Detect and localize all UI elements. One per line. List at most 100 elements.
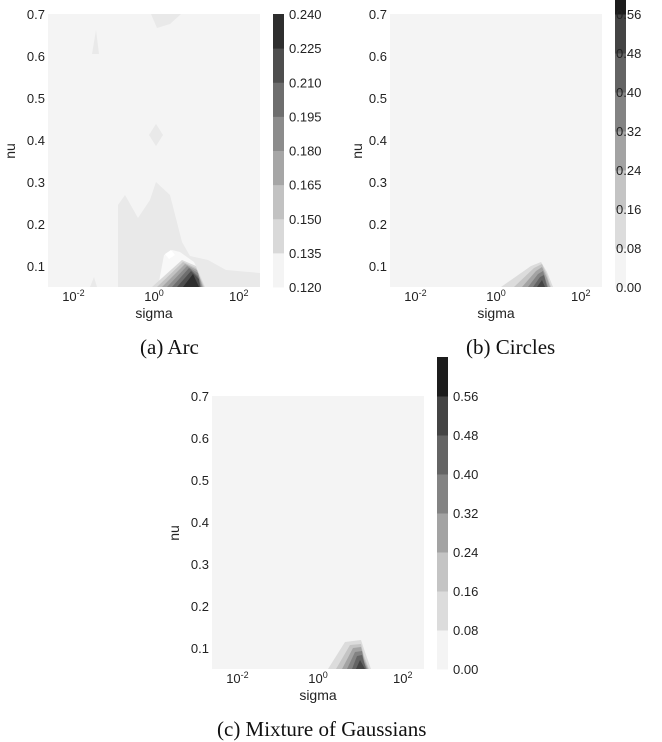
contour-region-faint [92,30,99,54]
y-tick-label: 0.7 [369,7,387,22]
colorbar-band [273,252,284,288]
x-tick-exponent: 2 [586,288,591,298]
x-axis-ticks: 10-2 100 102 [226,670,412,686]
colorbar-band [273,82,284,117]
x-tick-exponent: 0 [159,288,164,298]
colorbar-tick-label: 0.40 [453,467,478,482]
y-tick-label: 0.4 [27,133,45,148]
y-tick-label: 0.1 [191,641,209,656]
colorbar-band [273,116,284,151]
x-tick-label: 102 [393,670,412,686]
x-tick-label: 10-2 [62,288,84,304]
x-tick-label: 100 [486,288,505,304]
caption-circles: (b) Circles [466,335,556,359]
colorbar-band [437,396,448,436]
colorbar-band [273,184,284,220]
colorbar-tick-label: 0.120 [289,280,322,295]
y-axis-ticks: 0.1 0.2 0.3 0.4 0.5 0.6 0.7 [27,7,45,274]
x-axis-label: sigma [135,305,173,321]
colorbar-band [437,474,448,514]
chart-panel-mixture-of-gaussians: 0.1 0.2 0.3 0.4 0.5 0.6 0.7 10-2 100 102 sigma n… [164,357,495,712]
colorbar-tick-label: 0.225 [289,41,322,56]
colorbar-tick-label: 0.210 [289,75,322,90]
y-axis-label: nu [166,525,182,541]
colorbar-tick-label: 0.240 [289,7,322,22]
x-tick-base: 10 [144,289,158,304]
y-tick-label: 0.5 [27,91,45,106]
colorbar-band [437,435,448,475]
colorbar-band [437,357,448,397]
y-axis-ticks: 0.1 0.2 0.3 0.4 0.5 0.6 0.7 [369,7,387,274]
x-tick-label: 102 [571,288,590,304]
colorbar-tick-label: 0.08 [616,241,641,256]
contour-region-faint [149,124,163,146]
y-axis-label: nu [349,143,365,159]
chart-svg-mixture-of-gaussians: 0.10.20.30.40.50.60.7 10-2 100 102 sigma n… [166,357,478,703]
contour-region-faint [118,182,260,287]
x-tick-label: 10-2 [226,670,248,686]
x-tick-exponent: 0 [323,670,328,680]
colorbar-tick-label: 0.32 [453,506,478,521]
colorbar-tick-label: 0.32 [616,124,641,139]
colorbar-band [273,14,284,49]
chart-svg-arc: 0.10.20.30.40.50.60.7 10-2 100 102 sigma n… [2,7,322,321]
colorbar-band [615,53,626,93]
contour-shapes [501,262,553,287]
x-tick-exponent: -2 [419,288,427,298]
y-tick-label: 0.2 [191,599,209,614]
x-tick-exponent: 2 [408,670,413,680]
colorbar-tick-label: 0.00 [616,280,641,295]
colorbar-band [615,0,626,15]
x-tick-base: 10 [229,289,243,304]
y-tick-label: 0.5 [191,473,209,488]
contour-shapes [328,640,371,669]
contour-region-light [165,250,175,259]
y-tick-label: 0.6 [369,49,387,64]
x-tick-base: 10 [226,671,240,686]
x-tick-label: 102 [229,288,248,304]
colorbar-tick-label: 0.150 [289,212,322,227]
caption-arc: (a) Arc [140,335,199,359]
colorbar-band [615,92,626,132]
x-axis-ticks: 10-2 100 102 [62,288,248,304]
colorbar-band [615,209,626,249]
y-tick-label: 0.3 [369,175,387,190]
colorbar-tick-label: 0.56 [616,7,641,22]
chart-panel-arc: 0.1 0.2 0.3 0.4 0.5 0.6 0.7 10-2 100 102 sigma n… [0,0,331,330]
y-tick-label: 0.5 [369,91,387,106]
x-tick-base: 10 [308,671,322,686]
colorbar-tick-label: 0.16 [616,202,641,217]
colorbar-tick-label: 0.165 [289,178,322,193]
chart-panel-circles: 0.1 0.2 0.3 0.4 0.5 0.6 0.7 10-2 100 102 sigma n… [331,0,662,330]
contour-region-faint [151,14,181,28]
colorbar: 0.00 0.08 0.16 0.24 0.32 0.40 0.48 0.56 [437,357,478,677]
colorbar-band [615,170,626,210]
x-tick-base: 10 [571,289,585,304]
x-tick-label: 10-2 [404,288,426,304]
colorbar-band [273,218,284,254]
chart-svg-circles: 0.10.20.30.40.50.60.7 10-2 100 102 sigma n… [349,0,641,321]
colorbar-band [615,14,626,54]
caption-mixture-of-gaussians: (c) Mixture of Gaussians [217,717,427,741]
y-tick-label: 0.4 [369,133,387,148]
y-tick-label: 0.2 [369,217,387,232]
y-tick-label: 0.7 [27,7,45,22]
colorbar-tick-label: 0.180 [289,144,322,159]
y-tick-label: 0.1 [27,259,45,274]
colorbar-band [437,552,448,592]
x-tick-base: 10 [486,289,500,304]
x-axis-label: sigma [477,305,515,321]
x-tick-label: 100 [144,288,163,304]
y-tick-label: 0.2 [27,217,45,232]
colorbar-tick-label: 0.00 [453,662,478,677]
contour-band [356,660,365,669]
y-tick-label: 0.3 [191,557,209,572]
colorbar-tick-label: 0.40 [616,85,641,100]
colorbar-band [437,513,448,553]
plot-background [390,14,602,287]
x-tick-base: 10 [404,289,418,304]
contour-band [537,280,545,287]
colorbar: 0.00 0.08 0.16 0.24 0.32 0.40 0.48 0.56 [615,0,641,295]
colorbar-tick-label: 0.24 [453,545,478,560]
y-tick-label: 0.1 [369,259,387,274]
